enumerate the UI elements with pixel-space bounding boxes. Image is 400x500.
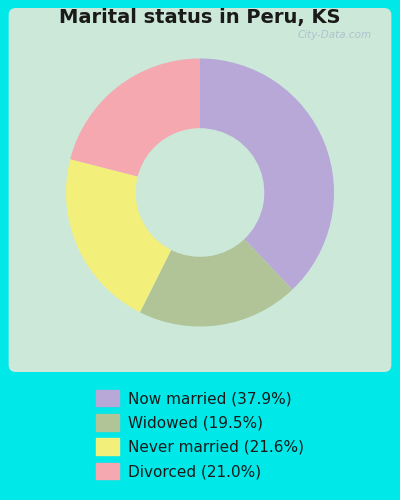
- Wedge shape: [200, 58, 334, 290]
- Text: City-Data.com: City-Data.com: [298, 30, 372, 40]
- Wedge shape: [140, 239, 292, 326]
- Legend: Now married (37.9%), Widowed (19.5%), Never married (21.6%), Divorced (21.0%): Now married (37.9%), Widowed (19.5%), Ne…: [93, 386, 307, 482]
- Text: Marital status in Peru, KS: Marital status in Peru, KS: [59, 8, 341, 27]
- FancyBboxPatch shape: [9, 8, 391, 372]
- Wedge shape: [70, 58, 200, 176]
- Wedge shape: [66, 159, 171, 312]
